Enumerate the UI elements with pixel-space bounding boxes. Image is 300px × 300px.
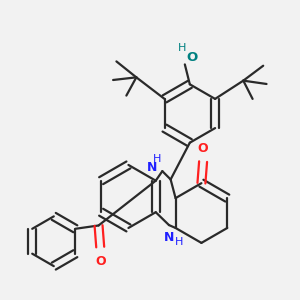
Text: H: H bbox=[175, 237, 183, 247]
Text: O: O bbox=[95, 255, 106, 268]
Text: O: O bbox=[198, 142, 208, 155]
Text: O: O bbox=[187, 51, 198, 64]
Text: N: N bbox=[146, 161, 157, 174]
Text: N: N bbox=[164, 231, 174, 244]
Text: H: H bbox=[178, 44, 186, 53]
Text: H: H bbox=[153, 154, 161, 164]
